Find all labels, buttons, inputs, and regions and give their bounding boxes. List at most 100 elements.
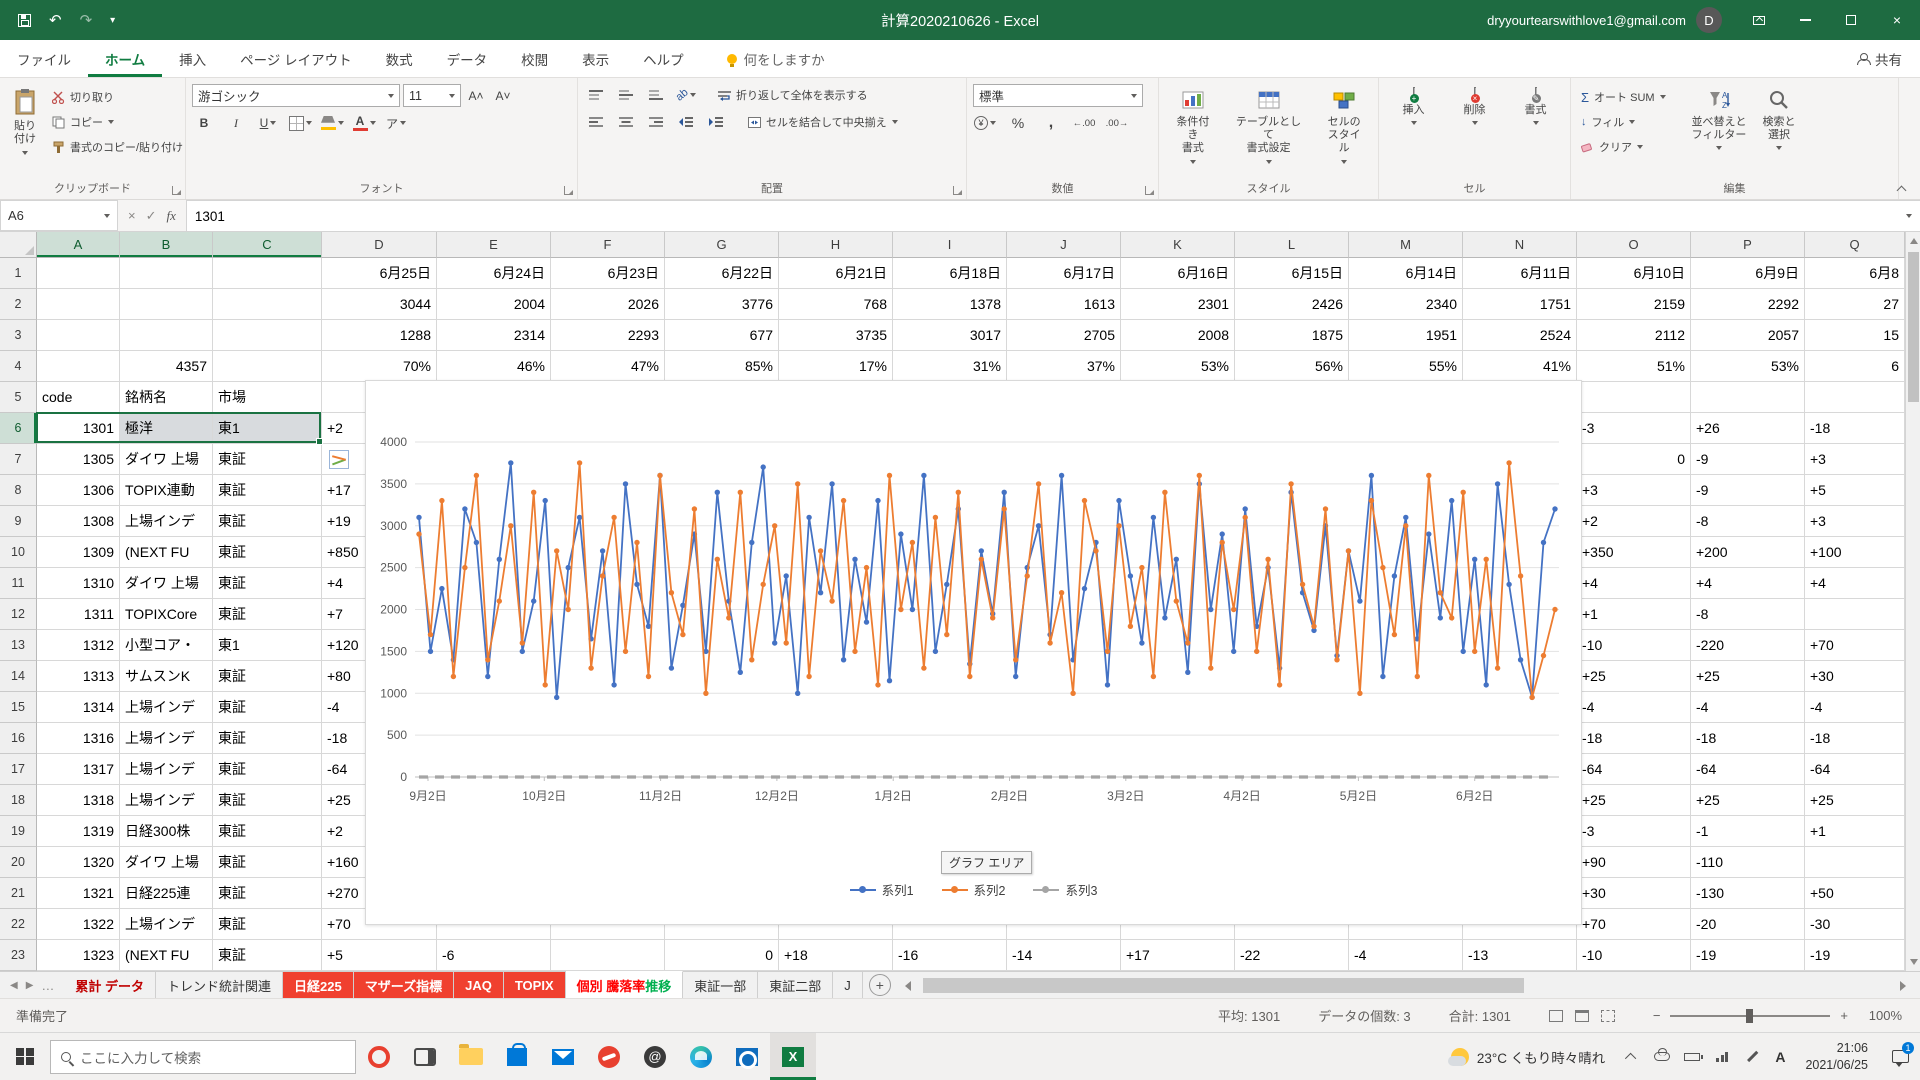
cell-O16[interactable]: -18 — [1577, 723, 1691, 754]
cell-Q23[interactable]: -19 — [1805, 940, 1905, 971]
show-hidden-icons[interactable] — [1617, 1033, 1647, 1080]
column-header-A[interactable]: A — [37, 232, 120, 258]
cell-C6[interactable]: 東1 — [213, 413, 322, 444]
close-button[interactable]: × — [1874, 0, 1920, 40]
sheet-tab-JAQ[interactable]: JAQ — [454, 972, 504, 998]
font-size-combo[interactable]: 11 — [403, 84, 461, 107]
zoom-in-icon[interactable]: + — [1840, 1008, 1848, 1023]
cell-B3[interactable] — [120, 320, 213, 351]
cell-Q16[interactable]: -18 — [1805, 723, 1905, 754]
save-icon[interactable] — [18, 14, 31, 27]
cell-B1[interactable] — [120, 258, 213, 289]
tab-formulas[interactable]: 数式 — [369, 40, 430, 77]
sort-filter-button[interactable]: AZ 並べ替えと フィルター — [1686, 84, 1753, 179]
column-header-K[interactable]: K — [1121, 232, 1235, 258]
clipboard-dialog-launcher[interactable] — [172, 186, 181, 195]
cell-P13[interactable]: -220 — [1691, 630, 1805, 661]
row-header-14[interactable]: 14 — [0, 661, 37, 692]
cell-C7[interactable]: 東証 — [213, 444, 322, 475]
cell-J1[interactable]: 6月17日 — [1007, 258, 1121, 289]
tab-view[interactable]: 表示 — [565, 40, 626, 77]
cell-A9[interactable]: 1308 — [37, 506, 120, 537]
cell-O17[interactable]: -64 — [1577, 754, 1691, 785]
cell-P12[interactable]: -8 — [1691, 599, 1805, 630]
cell-P2[interactable]: 2292 — [1691, 289, 1805, 320]
format-as-table-button[interactable]: テーブルとして 書式設定 — [1225, 84, 1313, 179]
cell-B6[interactable]: 極洋 — [120, 413, 213, 444]
zoom-level[interactable]: 100% — [1858, 1008, 1902, 1023]
cell-G1[interactable]: 6月22日 — [665, 258, 779, 289]
cell-O3[interactable]: 2112 — [1577, 320, 1691, 351]
zoom-slider-thumb[interactable] — [1746, 1009, 1753, 1023]
redo-icon[interactable]: ↷ — [80, 11, 93, 29]
cell-A6[interactable]: 1301 — [37, 413, 120, 444]
sheet-tab-個別 騰落率 推移[interactable]: 個別 騰落率 推移 — [566, 971, 684, 998]
zoom-slider[interactable] — [1670, 1015, 1830, 1017]
taskbar-mail-icon[interactable] — [540, 1033, 586, 1080]
cell-E1[interactable]: 6月24日 — [437, 258, 551, 289]
cell-A7[interactable]: 1305 — [37, 444, 120, 475]
cell-I1[interactable]: 6月18日 — [893, 258, 1007, 289]
cell-Q7[interactable]: +3 — [1805, 444, 1905, 475]
column-header-F[interactable]: F — [551, 232, 665, 258]
cell-M4[interactable]: 55% — [1349, 351, 1463, 382]
cell-Q2[interactable]: 27 — [1805, 289, 1905, 320]
cell-P7[interactable]: -9 — [1691, 444, 1805, 475]
cell-O20[interactable]: +90 — [1577, 847, 1691, 878]
cell-C8[interactable]: 東証 — [213, 475, 322, 506]
cell-C21[interactable]: 東証 — [213, 878, 322, 909]
cell-Q17[interactable]: -64 — [1805, 754, 1905, 785]
cell-N3[interactable]: 2524 — [1463, 320, 1577, 351]
row-header-17[interactable]: 17 — [0, 754, 37, 785]
cell-A2[interactable] — [37, 289, 120, 320]
column-header-H[interactable]: H — [779, 232, 893, 258]
cell-O9[interactable]: +2 — [1577, 506, 1691, 537]
borders-button[interactable] — [288, 112, 312, 134]
cell-O14[interactable]: +25 — [1577, 661, 1691, 692]
column-header-G[interactable]: G — [665, 232, 779, 258]
share-button[interactable]: 共有 — [1839, 40, 1920, 77]
cell-Q14[interactable]: +30 — [1805, 661, 1905, 692]
cell-O7[interactable]: 0 — [1577, 444, 1691, 475]
start-button[interactable] — [0, 1033, 50, 1080]
sheet-tab-マザーズ指標[interactable]: マザーズ指標 — [354, 972, 454, 998]
format-painter-button[interactable]: 書式のコピー/貼り付け — [48, 136, 187, 158]
tell-me-search[interactable]: 何をしますか — [727, 40, 825, 77]
cell-A13[interactable]: 1312 — [37, 630, 120, 661]
row-header-19[interactable]: 19 — [0, 816, 37, 847]
cell-B2[interactable] — [120, 289, 213, 320]
cell-P6[interactable]: +26 — [1691, 413, 1805, 444]
cell-O11[interactable]: +4 — [1577, 568, 1691, 599]
cell-B14[interactable]: サムスンK — [120, 661, 213, 692]
horizontal-scrollbar[interactable] — [905, 976, 1906, 994]
cell-O10[interactable]: +350 — [1577, 537, 1691, 568]
cell-F23[interactable] — [551, 940, 665, 971]
cell-P19[interactable]: -1 — [1691, 816, 1805, 847]
row-header-10[interactable]: 10 — [0, 537, 37, 568]
chart-legend[interactable]: 系列1系列2系列3 — [366, 880, 1581, 899]
cell-O4[interactable]: 51% — [1577, 351, 1691, 382]
cell-A11[interactable]: 1310 — [37, 568, 120, 599]
decrease-decimal-button[interactable]: .00→ — [1105, 112, 1129, 134]
restore-button[interactable] — [1828, 0, 1874, 40]
column-header-Q[interactable]: Q — [1805, 232, 1905, 258]
cell-B21[interactable]: 日経225連 — [120, 878, 213, 909]
cell-P4[interactable]: 53% — [1691, 351, 1805, 382]
cell-P18[interactable]: +25 — [1691, 785, 1805, 816]
cell-C9[interactable]: 東証 — [213, 506, 322, 537]
row-header-13[interactable]: 13 — [0, 630, 37, 661]
cell-P20[interactable]: -110 — [1691, 847, 1805, 878]
cell-Q21[interactable]: +50 — [1805, 878, 1905, 909]
cell-B5[interactable]: 銘柄名 — [120, 382, 213, 413]
tab-help[interactable]: ヘルプ — [626, 40, 701, 77]
copy-button[interactable]: コピー — [48, 111, 187, 133]
cell-O13[interactable]: -10 — [1577, 630, 1691, 661]
number-dialog-launcher[interactable] — [1145, 186, 1154, 195]
cell-A18[interactable]: 1318 — [37, 785, 120, 816]
column-header-M[interactable]: M — [1349, 232, 1463, 258]
fill-button[interactable]: ↓ フィル — [1577, 111, 1670, 133]
cell-C16[interactable]: 東証 — [213, 723, 322, 754]
cell-C23[interactable]: 東証 — [213, 940, 322, 971]
cell-B9[interactable]: 上場インデ — [120, 506, 213, 537]
cell-Q18[interactable]: +25 — [1805, 785, 1905, 816]
